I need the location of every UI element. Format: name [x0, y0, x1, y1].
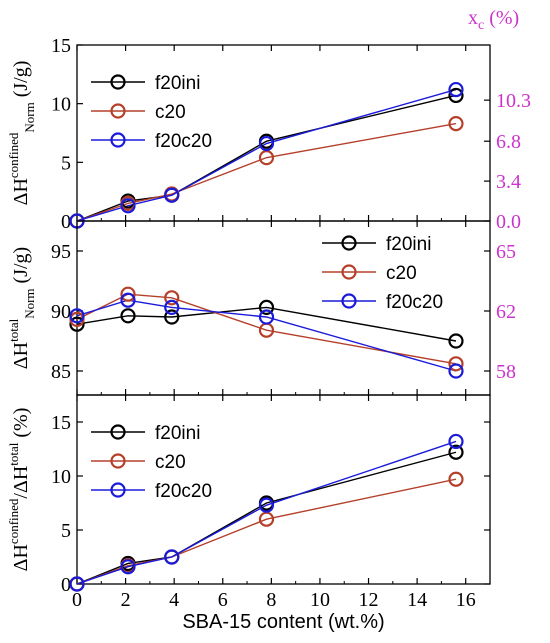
legend-entry: f20ini	[155, 73, 200, 94]
series-line-f20ini	[76, 306, 457, 342]
legend-marker	[110, 482, 126, 498]
series-line-f20c20	[76, 299, 457, 372]
x-tick-label: 14	[407, 589, 427, 611]
data-point-f20c20	[258, 135, 275, 152]
data-point-f20c20	[164, 299, 180, 315]
x-tick-label: 10	[310, 589, 330, 611]
series-line-c20	[76, 122, 457, 222]
x-axis-label: SBA-15 content (wt.%)	[182, 611, 384, 633]
y-tick-label: 15	[51, 412, 71, 434]
data-point-f20ini	[120, 308, 136, 324]
data-point-f20c20	[164, 549, 180, 565]
legend-entry: f20ini	[386, 234, 431, 255]
data-point-c20	[448, 356, 464, 372]
y2-tick-label: 10.3	[496, 90, 531, 112]
legend-entry: f20c20	[155, 481, 212, 502]
x-tick-label: 12	[359, 589, 379, 611]
data-point-f20c20	[164, 187, 180, 203]
y-tick-label: 10	[51, 94, 71, 116]
y-axis-label: ΔHconfined/ΔHtotal (%)	[6, 408, 32, 572]
data-point-f20c20	[120, 198, 136, 214]
y-tick-label: 85	[51, 361, 71, 383]
y2-tick-label: 58	[496, 361, 516, 383]
y-tick-label: 10	[51, 466, 71, 488]
x-tick-label: 2	[121, 589, 131, 611]
x-tick-label: 8	[266, 589, 276, 611]
data-point-f20ini	[164, 309, 180, 325]
x-tick-label: 6	[218, 589, 228, 611]
legend-marker	[341, 293, 357, 309]
y2-tick-label: 65	[496, 241, 516, 263]
y-axis-label: ΔHtotalNorm (J/g)	[6, 247, 37, 369]
data-point-f20c20	[448, 433, 464, 450]
legend-marker	[341, 264, 357, 280]
data-point-f20c20	[448, 363, 464, 379]
legend-marker	[110, 74, 126, 90]
data-point-c20	[448, 471, 464, 487]
series-line-f20c20	[76, 440, 457, 585]
data-point-f20c20	[448, 81, 464, 98]
series-line-f20c20	[76, 88, 457, 222]
y-tick-label: 0	[61, 211, 71, 233]
legend-marker	[341, 235, 357, 251]
series-line-c20	[76, 293, 457, 365]
y-tick-label: 0	[61, 574, 71, 596]
legend-marker	[110, 424, 126, 440]
data-point-f20c20	[69, 576, 85, 592]
data-point-c20	[164, 290, 180, 306]
x-tick-label: 4	[169, 589, 179, 611]
legend-entry: c20	[386, 263, 417, 284]
legend-marker	[110, 103, 126, 119]
data-point-c20	[448, 116, 464, 132]
data-point-f20ini	[258, 299, 275, 315]
panel-top: 0 5 10 15 0.0 3.4 6.8 10.3 xc (%) ΔHconfinedNorm …	[6, 7, 531, 233]
y-tick-label: 95	[51, 241, 71, 263]
data-point-c20	[120, 286, 136, 302]
legend-entry: f20ini	[155, 423, 200, 444]
data-point-f20ini	[448, 444, 464, 460]
y-tick-label: 15	[51, 35, 71, 57]
data-point-f20c20	[120, 559, 136, 575]
legend-entry: c20	[155, 452, 186, 473]
data-point-f20ini	[69, 316, 85, 332]
panel-bottom: 0 2 4 6 8 10 12 14 16 0 5 10 15 ΔHconfined/ΔHtotal (%…	[6, 394, 491, 633]
plot-frame	[76, 394, 491, 585]
data-point-f20c20	[120, 292, 136, 308]
y-tick-label: 90	[51, 301, 71, 323]
y2-tick-label: 0.0	[496, 211, 521, 233]
y-tick-label: 5	[61, 152, 71, 174]
plot-frame	[76, 44, 491, 222]
data-point-f20ini	[448, 333, 464, 349]
panel-middle: 85 90 95 58 62 65 ΔHtotalNorm (J/g) f20ini c20 f2…	[6, 220, 516, 396]
x-tick-label: 0	[72, 589, 82, 611]
legend-entry: c20	[155, 102, 186, 123]
data-point-f20c20	[69, 308, 85, 324]
x-tick-label: 16	[456, 589, 476, 611]
y2-axis-label: xc (%)	[468, 7, 519, 33]
y2-tick-label: 6.8	[496, 131, 521, 153]
legend-marker	[110, 453, 126, 469]
data-point-f20c20	[258, 497, 275, 513]
legend-entry: f20c20	[155, 131, 212, 152]
y2-tick-label: 62	[496, 301, 516, 323]
y-tick-label: 5	[61, 520, 71, 542]
legend-entry: f20c20	[386, 292, 443, 313]
legend-marker	[110, 132, 126, 148]
data-point-f20ini	[448, 87, 464, 104]
data-point-f20c20	[258, 309, 275, 325]
y2-tick-label: 3.4	[496, 171, 521, 193]
y-axis-label: ΔHconfinedNorm (J/g)	[6, 61, 37, 206]
